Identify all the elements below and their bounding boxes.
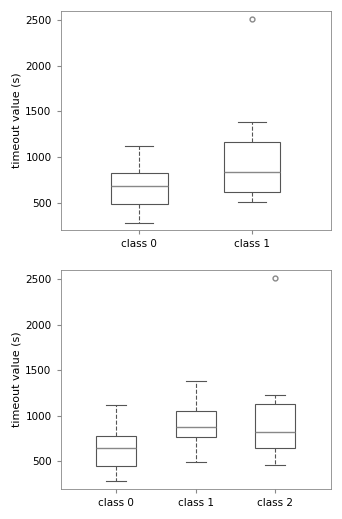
PathPatch shape	[255, 404, 295, 448]
Y-axis label: timeout value (s): timeout value (s)	[11, 332, 21, 427]
PathPatch shape	[111, 173, 168, 203]
Y-axis label: timeout value (s): timeout value (s)	[11, 73, 21, 168]
PathPatch shape	[224, 142, 280, 192]
PathPatch shape	[96, 436, 136, 466]
PathPatch shape	[176, 411, 215, 437]
